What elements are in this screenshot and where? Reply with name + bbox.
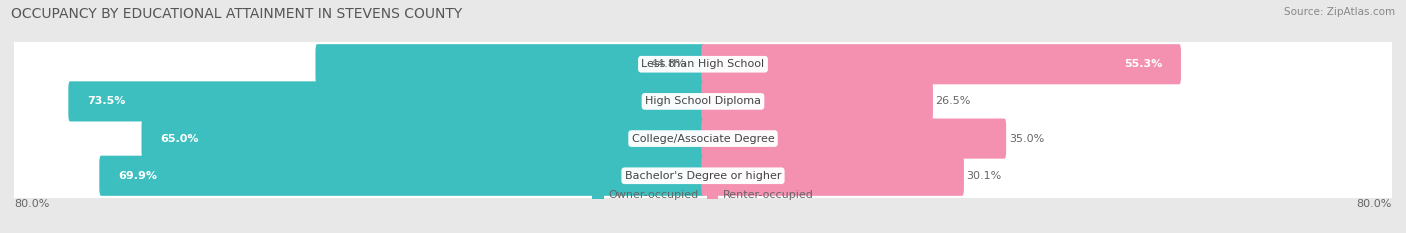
Text: 65.0%: 65.0% <box>160 134 200 144</box>
Text: 30.1%: 30.1% <box>966 171 1001 181</box>
Text: 80.0%: 80.0% <box>14 199 49 209</box>
Text: Less than High School: Less than High School <box>641 59 765 69</box>
Text: 55.3%: 55.3% <box>1123 59 1161 69</box>
FancyBboxPatch shape <box>100 156 704 196</box>
FancyBboxPatch shape <box>69 81 704 121</box>
Text: OCCUPANCY BY EDUCATIONAL ATTAINMENT IN STEVENS COUNTY: OCCUPANCY BY EDUCATIONAL ATTAINMENT IN S… <box>11 7 463 21</box>
Text: 35.0%: 35.0% <box>1008 134 1045 144</box>
Text: High School Diploma: High School Diploma <box>645 96 761 106</box>
FancyBboxPatch shape <box>702 156 965 196</box>
FancyBboxPatch shape <box>10 68 1396 135</box>
FancyBboxPatch shape <box>10 31 1396 98</box>
Text: Source: ZipAtlas.com: Source: ZipAtlas.com <box>1284 7 1395 17</box>
Text: Bachelor's Degree or higher: Bachelor's Degree or higher <box>624 171 782 181</box>
Text: 26.5%: 26.5% <box>935 96 972 106</box>
FancyBboxPatch shape <box>702 81 934 121</box>
Text: College/Associate Degree: College/Associate Degree <box>631 134 775 144</box>
FancyBboxPatch shape <box>142 119 704 159</box>
Text: 44.8%: 44.8% <box>650 59 686 69</box>
Text: 80.0%: 80.0% <box>1357 199 1392 209</box>
Text: 73.5%: 73.5% <box>87 96 125 106</box>
Legend: Owner-occupied, Renter-occupied: Owner-occupied, Renter-occupied <box>592 190 814 200</box>
FancyBboxPatch shape <box>10 142 1396 209</box>
FancyBboxPatch shape <box>702 44 1181 84</box>
Text: 69.9%: 69.9% <box>118 171 157 181</box>
FancyBboxPatch shape <box>315 44 704 84</box>
FancyBboxPatch shape <box>702 119 1007 159</box>
FancyBboxPatch shape <box>10 105 1396 172</box>
